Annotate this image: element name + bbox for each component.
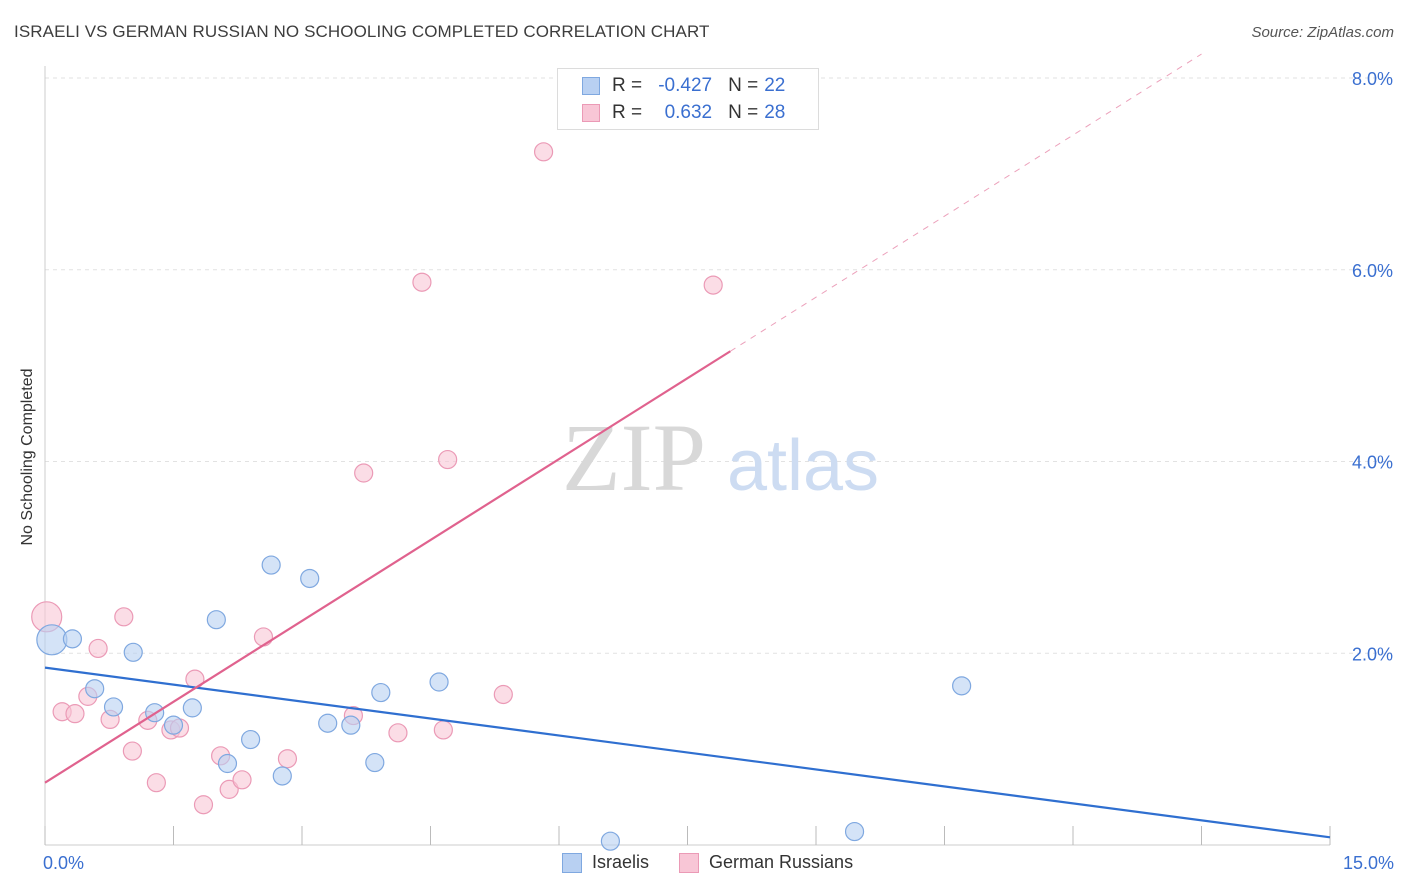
series-german-russians-points — [31, 142, 723, 815]
german-russians-legend-swatch — [679, 852, 700, 873]
correlation-legend: R = -0.427 N = 22 R = 0.632 N = 28 — [557, 68, 819, 130]
german-russians-point-7 — [122, 741, 142, 761]
x-tick-label-1: 15.0% — [1343, 853, 1394, 873]
israelis-point-8 — [206, 610, 226, 630]
german-russians-point-21 — [388, 723, 408, 743]
watermark-atlas: atlas — [727, 426, 879, 506]
german-russians-point-15 — [219, 779, 239, 799]
legend-label-israelis: Israelis — [592, 852, 650, 872]
german-russians-point-23 — [433, 720, 453, 740]
german-russians-point-16 — [232, 770, 252, 790]
israelis-point-7 — [182, 698, 202, 718]
israelis-point-4 — [123, 642, 143, 662]
n-label: N = — [728, 75, 759, 96]
n-label: N = — [728, 102, 759, 123]
israelis-point-14 — [318, 713, 338, 733]
israelis-point-16 — [365, 752, 385, 773]
legend-item-israelis[interactable]: Israelis — [562, 852, 649, 873]
israelis-point-6 — [163, 715, 184, 735]
axes — [44, 66, 1331, 846]
legend-item-german-russians[interactable]: German Russians — [679, 852, 853, 873]
israelis-point-9 — [217, 753, 238, 774]
n-value-israelis: 22 — [764, 75, 786, 96]
german-russians-point-13 — [193, 795, 214, 815]
legend-row-israelis: R = -0.427 N = 22 — [582, 74, 785, 98]
israelis-point-3 — [103, 697, 124, 717]
german-russians-point-4 — [88, 638, 108, 659]
german-russians-point-25 — [493, 684, 513, 705]
gridlines — [45, 77, 1392, 654]
israelis-legend-swatch — [562, 852, 582, 873]
trend-lines — [44, 53, 1331, 839]
german-russians-point-2 — [65, 704, 85, 724]
israelis-point-13 — [300, 568, 320, 589]
y-tick-label-3: 8.0% — [1352, 69, 1393, 89]
x-tick-label-0: 0.0% — [43, 853, 84, 873]
y-tick-label-2: 6.0% — [1352, 261, 1393, 281]
israelis-trend-line — [44, 666, 1331, 839]
r-value-german-russians: 0.632 — [664, 102, 713, 123]
chart-title: ISRAELI VS GERMAN RUSSIAN NO SCHOOLING C… — [14, 22, 710, 41]
israelis-point-0 — [36, 624, 68, 656]
israelis-point-19 — [600, 831, 621, 851]
german-russians-point-26 — [533, 142, 554, 162]
german-russians-point-6 — [114, 607, 134, 627]
israelis-point-20 — [844, 821, 865, 842]
israelis-point-12 — [272, 766, 292, 786]
r-label: R = — [612, 102, 643, 123]
watermark-zip: ZIP — [562, 404, 706, 511]
german-russians-point-17 — [253, 627, 274, 647]
n-value-german-russians: 28 — [764, 102, 786, 123]
israelis-point-18 — [429, 672, 449, 692]
legend-row-german-russians: R = 0.632 N = 28 — [582, 101, 785, 125]
israelis-point-1 — [62, 629, 83, 649]
series-israelis-points — [36, 555, 972, 851]
israelis-point-10 — [241, 729, 261, 750]
german-russians-trend-line — [44, 350, 731, 784]
legend-label-german-russians: German Russians — [709, 852, 854, 872]
israelis-swatch — [582, 77, 600, 95]
y-tick-label-1: 4.0% — [1352, 453, 1393, 473]
german-russians-point-9 — [146, 773, 166, 793]
israelis-point-15 — [341, 715, 361, 735]
german-russians-point-24 — [438, 449, 458, 470]
israelis-point-2 — [85, 679, 105, 699]
israelis-point-17 — [371, 682, 391, 703]
watermark: ZIP atlas — [562, 404, 879, 511]
german-russians-swatch — [582, 104, 600, 122]
german-russians-point-27 — [703, 275, 723, 295]
r-label: R = — [612, 75, 643, 96]
german-russians-point-18 — [277, 749, 298, 769]
source-credit: Source: ZipAtlas.com — [1251, 24, 1394, 41]
y-tick-label-0: 2.0% — [1352, 644, 1393, 664]
series-legend: Israelis German Russians — [562, 852, 883, 873]
german-russians-trend-extension — [730, 53, 1202, 352]
israelis-point-21 — [952, 676, 972, 696]
german-russians-point-22 — [412, 272, 432, 292]
german-russians-point-20 — [354, 463, 374, 483]
tick-labels: 2.0% 4.0% 6.0% 8.0% 0.0% 15.0% — [43, 69, 1394, 873]
r-value-israelis: -0.427 — [658, 75, 713, 96]
israelis-point-11 — [261, 555, 281, 575]
